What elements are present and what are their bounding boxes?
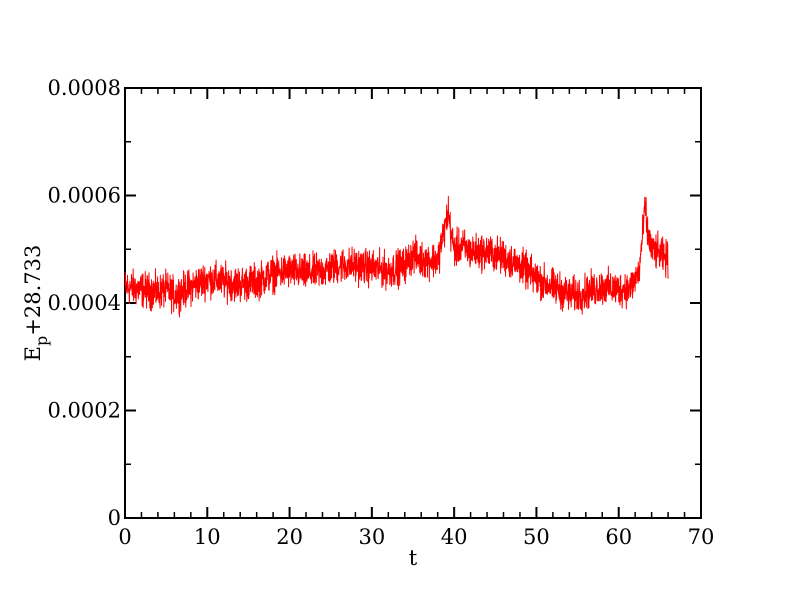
x-tick-label: 40 [441, 525, 468, 549]
y-tick-label: 0.0008 [48, 76, 121, 100]
y-tick-label: 0 [108, 506, 121, 530]
x-tick-label: 60 [605, 525, 632, 549]
y-axis-ticks: 0 0.0002 0.0004 0.0006 0.0008 [48, 76, 701, 530]
y-tick-label: 0.0006 [48, 184, 121, 208]
x-tick-label: 50 [523, 525, 550, 549]
y-axis-label-main: E [21, 346, 45, 361]
y-axis-label: Ep+28.733 [21, 245, 51, 362]
series-line [124, 195, 669, 318]
y-tick-label: 0.0004 [48, 291, 121, 315]
x-axis-ticks: 0 10 20 30 40 50 60 70 [118, 88, 714, 549]
series-layer [124, 195, 669, 318]
y-axis-label-subscript: p [32, 336, 51, 346]
x-tick-label: 30 [358, 525, 385, 549]
x-tick-label: 10 [194, 525, 221, 549]
y-tick-label: 0.0002 [48, 399, 121, 423]
x-tick-label: 70 [688, 525, 715, 549]
plot-frame [124, 87, 702, 519]
y-axis-label-suffix: +28.733 [21, 245, 45, 336]
x-tick-label: 20 [276, 525, 303, 549]
x-tick-label: 0 [118, 525, 131, 549]
x-axis-label: t [409, 546, 418, 570]
